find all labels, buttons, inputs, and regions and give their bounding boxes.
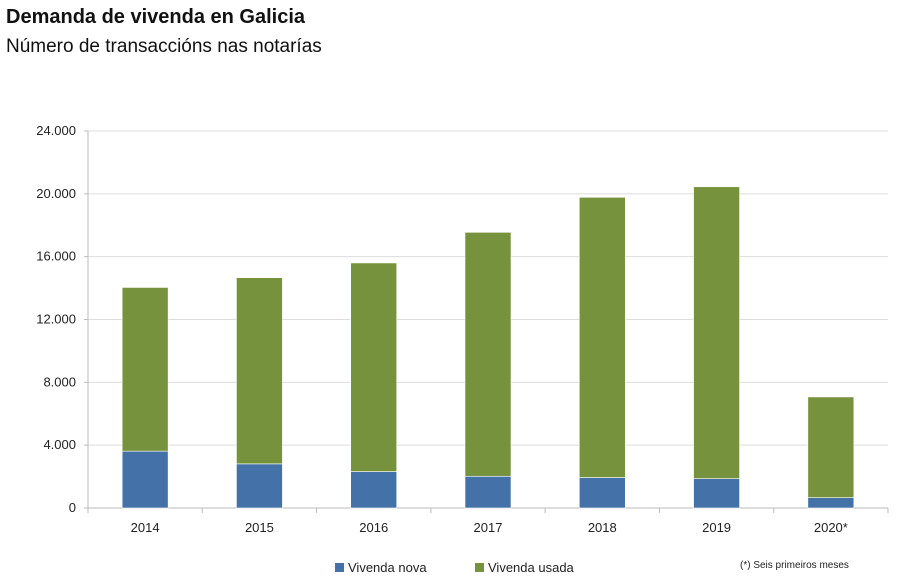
legend-swatch-usada (475, 563, 484, 572)
bar-nova (350, 471, 398, 509)
legend-item-nova: Vivenda nova (335, 560, 427, 575)
y-tick-label: 8.000 (43, 374, 76, 389)
bar-nova (807, 497, 855, 509)
y-tick-label: 16.000 (36, 249, 76, 264)
bar-usada (121, 287, 169, 452)
x-tick-label: 2019 (702, 520, 731, 535)
x-tick-label: 2014 (131, 520, 160, 535)
legend-item-usada: Vivenda usada (475, 560, 574, 575)
bar-nova (578, 477, 626, 509)
bar-nova (236, 463, 283, 509)
bar-usada (807, 396, 855, 498)
bar-nova (464, 475, 512, 509)
y-tick-label: 0 (69, 500, 76, 515)
bar-usada (236, 277, 283, 465)
y-tick-label: 12.000 (36, 312, 76, 327)
bar-usada (464, 232, 512, 477)
footnote: (*) Seis primeiros meses (740, 560, 849, 571)
x-tick-label: 2017 (474, 520, 503, 535)
y-tick-label: 24.000 (36, 123, 76, 138)
y-tick-label: 20.000 (36, 186, 76, 201)
y-tick-label: 4.000 (43, 437, 76, 452)
x-tick-label: 2016 (359, 520, 388, 535)
chart-title: Demanda de vivenda en Galicia (6, 6, 306, 28)
x-tick-label: 2018 (588, 520, 617, 535)
bar-nova (121, 450, 169, 509)
bar-usada (350, 262, 398, 472)
bar-usada (693, 186, 740, 479)
chart-subtitle: Número de transaccións nas notarías (6, 36, 322, 57)
bar-nova (693, 478, 740, 509)
legend-swatch-nova (335, 563, 344, 572)
bar-usada (578, 196, 626, 478)
x-tick-label: 2020* (814, 520, 848, 535)
legend-label-nova: Vivenda nova (348, 560, 427, 575)
x-tick-label: 2015 (245, 520, 274, 535)
legend-label-usada: Vivenda usada (488, 560, 574, 575)
